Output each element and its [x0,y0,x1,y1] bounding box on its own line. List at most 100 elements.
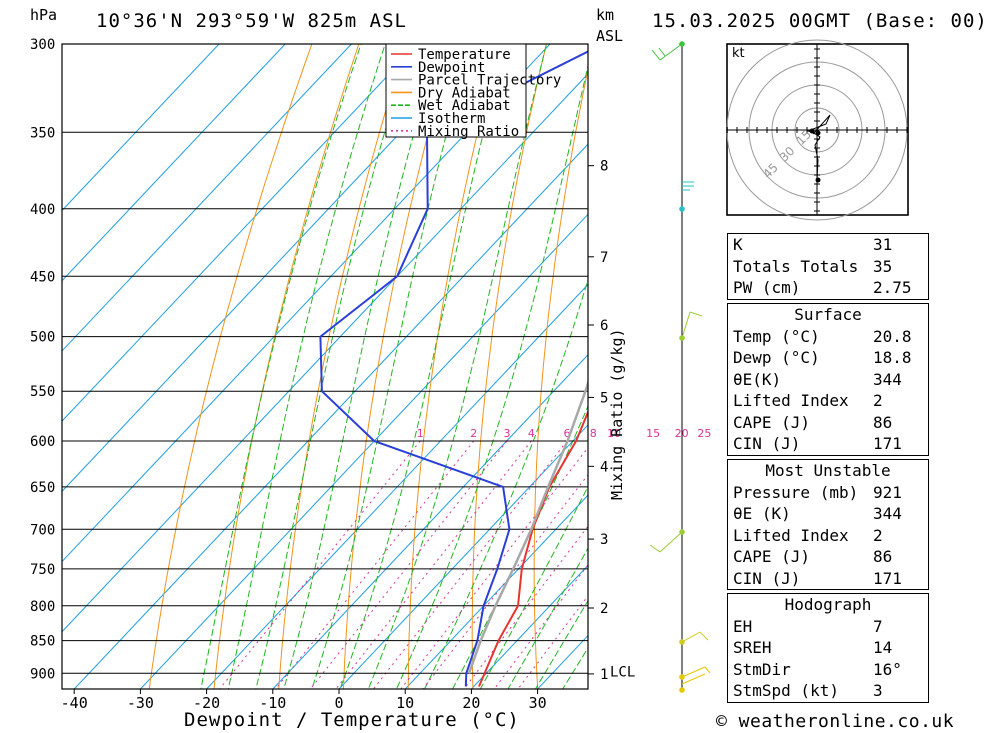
mixing-ratio-label: 10 [607,427,621,440]
legend-box [385,43,527,138]
dry-adiabat-line [533,66,588,689]
wet-adiabat-line [534,599,588,689]
surface-theta-row: θE(K) 344 [733,369,902,389]
wind-barb [682,181,694,191]
hodograph-title: Hodograph [784,595,872,614]
wind-barb [681,666,711,685]
isopleth-grid [62,44,1000,692]
temperature-tick-label: -20 [193,694,220,712]
mixing-ratio-label: 25 [697,427,711,440]
pressure-tick-label: 850 [30,634,55,650]
isotherm-line [62,73,588,633]
stmspd-row: StmSpd (kt) 3 [733,681,883,700]
mixing-ratio-label: 6 [564,427,571,440]
pressure-tick-label: 500 [30,330,55,346]
mu-pressure-row: Pressure (mb) 921 [733,482,902,502]
height-tick-label: 8 [600,159,608,175]
wet-adiabat-line [227,44,386,689]
pressure-tick-label: 600 [30,434,55,450]
temperature-axis: -40 -30 -20 -10 0 10 20 30 [61,689,547,712]
mixing-ratio-label: 2 [470,427,477,440]
mixing-ratio-labels: 1 2 3 4 6 8 10 15 20 25 [417,427,712,440]
isotherm-line [62,44,551,563]
eh-row: EH 7 [733,616,883,636]
wet-adiabat-line [283,44,440,689]
pressure-axis: 300 350 400 450 500 550 600 650 700 750 800 850 900 [30,37,55,682]
mu-cin-row: CIN (J) 171 [733,568,902,588]
stmdir-row: StmDir 16° [733,659,902,679]
pressure-tick-label: 300 [30,37,55,53]
surface-cin-row: CIN (J) 171 [733,434,902,453]
mixing-ratio-line [400,446,588,689]
dry-adiabat-line [919,44,992,692]
wet-adiabat-line [311,44,472,689]
wind-level-marker [679,206,685,212]
pressure-tick-label: 750 [30,562,55,578]
pressure-tick-label: 400 [30,202,55,218]
height-tick-label: 6 [600,318,608,334]
surface-dewp-row: Dewp (°C) 18.8 [733,348,912,367]
dry-adiabat-line [968,44,1000,692]
mixing-ratio-label: 4 [528,427,535,440]
wet-adiabat-line [479,485,588,689]
most-unstable-title: Most Unstable [765,461,891,480]
wet-adiabat-line [255,44,412,689]
plot-frame [61,43,589,690]
isotherm-line [139,213,588,689]
x-axis-label: Dewpoint / Temperature (°C) [184,709,520,731]
profile-series [319,50,588,687]
wet-adiabat-line [562,646,588,689]
sreh-row: SREH 14 [733,638,893,657]
dry-adiabat-line [148,44,313,689]
legend-label: Wet Adiabat [418,98,511,114]
temperature-tick-label: 0 [334,694,343,712]
dry-adiabat-line [471,44,547,689]
mu-theta-row: θE (K) 344 [733,504,902,523]
height-unit-label: km [596,6,615,24]
height-ref-label: ASL [596,27,624,45]
height-tick-label: 7 [600,250,608,266]
temperature-tick-label: 30 [529,694,547,712]
height-tick-label: 5 [600,390,608,406]
isotherm-line [338,424,588,689]
isotherm-line [272,354,588,689]
mixing-ratio-axis-label: Mixing Ratio (g/kg) [608,328,626,500]
temperature-tick-label: 10 [396,694,414,712]
mixing-ratio-line [463,525,588,689]
mixing-ratio-label: 1 [417,427,424,440]
mixing-ratio-line [372,440,568,689]
parcel-trajectory [467,379,588,674]
temperature-tick-label: 20 [462,694,480,712]
isotherm-line [62,44,485,493]
wet-adiabat-line [339,44,507,689]
wet-adiabat-line [424,277,588,689]
pressure-tick-label: 900 [30,666,55,682]
footer-credit[interactable]: © weatheronline.co.uk [716,711,955,732]
pw-row: PW (cm) 2.75 [733,278,912,297]
k-index-row: K 31 [733,235,893,254]
legend-label: Mixing Ratio [418,124,519,140]
dry-adiabat-line [407,44,500,689]
dewpoint-profile [319,50,588,687]
surface-cape-row: CAPE (J) 86 [733,412,893,432]
temperature-tick-label: -30 [127,694,154,712]
temperature-tick-label: -40 [61,694,88,712]
isotherm-line [470,564,588,689]
isotherm-line [62,44,418,422]
legend-label: Parcel Trajectory [418,73,561,89]
mixing-ratio-line [493,564,588,689]
wet-adiabat-line [200,44,362,689]
pressure-tick-label: 700 [30,522,55,538]
wind-barb [681,311,703,339]
mu-li-row: Lifted Index 2 [733,525,883,545]
legend-label: Dry Adiabat [418,85,511,101]
pressure-unit-label: hPa [30,6,58,24]
wind-barb [649,531,683,553]
height-tick-label: 3 [600,532,608,548]
height-axis: 8 7 6 5 4 3 2 1 LCL [588,159,635,683]
wind-profile [649,41,711,693]
height-tick-label: 1 [600,667,608,683]
height-tick-label: 2 [600,601,608,617]
index-table-general: K 31 Totals Totals 35 PW (cm) 2.75 [727,233,929,300]
